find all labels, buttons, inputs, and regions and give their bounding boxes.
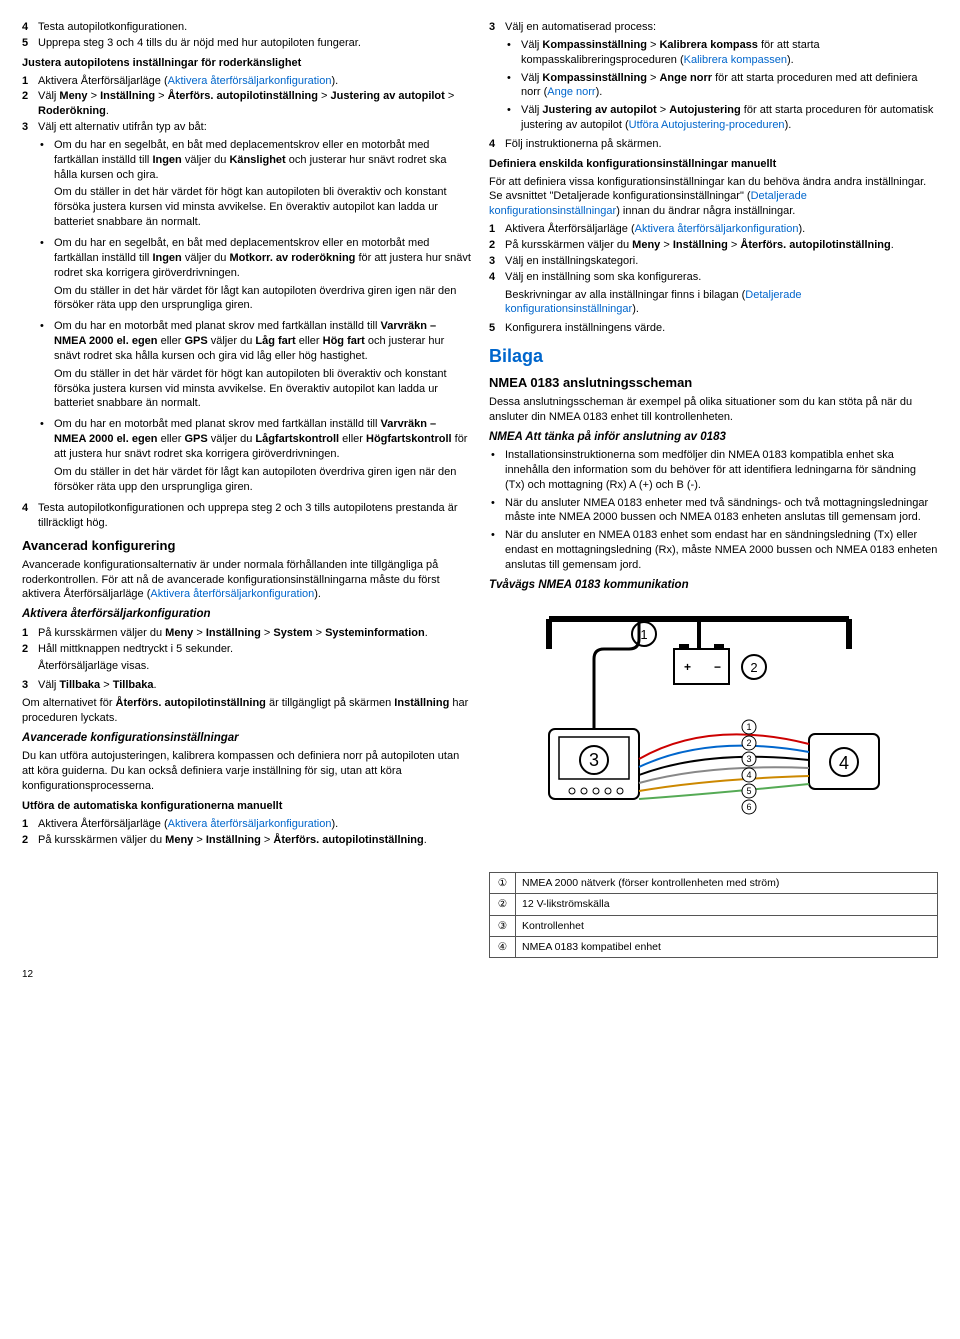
step: 1Aktivera Återförsäljarläge (Aktivera åt…: [22, 817, 471, 832]
svg-text:1: 1: [640, 627, 647, 642]
svg-text:1: 1: [746, 722, 751, 732]
step: 3 Välj en automatiserad process: Välj Ko…: [489, 20, 938, 136]
svg-text:3: 3: [589, 750, 599, 770]
step: 2På kursskärmen väljer du Meny > Inställ…: [22, 833, 471, 848]
bullet: Om du har en motorbåt med planat skrov m…: [38, 417, 471, 497]
step: 5Upprepa steg 3 och 4 tills du är nöjd m…: [22, 36, 471, 51]
bullet: Välj Kompassinställning > Kalibrera komp…: [505, 38, 938, 68]
svg-text:3: 3: [746, 754, 751, 764]
left-column: 4Testa autopilotkonfigurationen. 5Upprep…: [22, 18, 471, 958]
heading: Aktivera återförsäljarkonfiguration: [22, 607, 471, 623]
legend-num: ③: [490, 915, 516, 936]
link[interactable]: Aktivera återförsäljarkonfiguration: [168, 75, 332, 87]
step: 1Aktivera Återförsäljarläge (Aktivera åt…: [22, 74, 471, 89]
svg-text:6: 6: [746, 802, 751, 812]
paragraph: Om alternativet för Återförs. autopiloti…: [22, 696, 471, 726]
svg-text:4: 4: [839, 753, 849, 773]
bullet: När du ansluter NMEA 0183 enheter med tv…: [489, 496, 938, 526]
svg-text:2: 2: [746, 738, 751, 748]
step: 2På kursskärmen väljer du Meny > Inställ…: [489, 238, 938, 253]
link[interactable]: Ange norr: [547, 86, 595, 98]
paragraph: Avancerade konfigurationsalternativ är u…: [22, 558, 471, 603]
step: 3 Välj ett alternativ utifrån typ av båt…: [22, 120, 471, 500]
bullet: Välj Justering av autopilot > Autojuster…: [505, 103, 938, 133]
link[interactable]: Kalibrera kompassen: [684, 54, 787, 66]
heading: NMEA 0183 anslutningsscheman: [489, 374, 938, 392]
heading: Tvåvägs NMEA 0183 kommunikation: [489, 578, 938, 594]
step: 1På kursskärmen väljer du Meny > Inställ…: [22, 626, 471, 641]
step: 4Testa autopilotkonfigurationen.: [22, 20, 471, 35]
svg-text:4: 4: [746, 770, 751, 780]
link[interactable]: Aktivera återförsäljarkonfiguration: [168, 818, 332, 830]
heading: Utföra de automatiska konfigurationerna …: [22, 799, 471, 814]
legend-num: ②: [490, 894, 516, 915]
step: 2Välj Meny > Inställning > Återförs. aut…: [22, 89, 471, 119]
step: 2 Håll mittknappen nedtryckt i 5 sekunde…: [22, 642, 471, 678]
step: 3Välj Tillbaka > Tillbaka.: [22, 678, 471, 693]
wiring-diagram: + − 1 2 3 4: [489, 599, 938, 864]
legend-num: ①: [490, 873, 516, 894]
heading: Bilaga: [489, 344, 938, 368]
page-number: 12: [22, 968, 938, 982]
step: 4Följ instruktionerna på skärmen.: [489, 137, 938, 152]
paragraph: Du kan utföra autojusteringen, kalibrera…: [22, 749, 471, 794]
svg-text:2: 2: [750, 660, 757, 675]
right-column: 3 Välj en automatiserad process: Välj Ko…: [489, 18, 938, 958]
svg-text:5: 5: [746, 786, 751, 796]
step: 4 Välj en inställning som ska konfigurer…: [489, 270, 938, 321]
diagram-legend-table: ①NMEA 2000 nätverk (förser kontrollenhet…: [489, 872, 938, 958]
paragraph: Dessa anslutningsscheman är exempel på o…: [489, 395, 938, 425]
heading: Justera autopilotens inställningar för r…: [22, 56, 471, 71]
bullet: Om du har en segelbåt, en båt med deplac…: [38, 236, 471, 316]
heading: Avancerad konfigurering: [22, 537, 471, 555]
legend-text: 12 V-likströmskälla: [516, 894, 938, 915]
step: 5Konfigurera inställningens värde.: [489, 321, 938, 336]
link[interactable]: Aktivera återförsäljarkonfiguration: [635, 223, 799, 235]
legend-text: NMEA 2000 nätverk (förser kontrollenhete…: [516, 873, 938, 894]
bullet: Om du har en motorbåt med planat skrov m…: [38, 319, 471, 414]
heading: Definiera enskilda konfigurationsinställ…: [489, 157, 938, 172]
legend-text: Kontrollenhet: [516, 915, 938, 936]
svg-text:+: +: [684, 660, 691, 674]
bullet: Installationsinstruktionerna som medfölj…: [489, 448, 938, 493]
link[interactable]: Aktivera återförsäljarkonfiguration: [150, 588, 314, 600]
legend-num: ④: [490, 936, 516, 957]
svg-text:−: −: [714, 660, 721, 674]
bullet: Välj Kompassinställning > Ange norr för …: [505, 71, 938, 101]
legend-text: NMEA 0183 kompatibel enhet: [516, 936, 938, 957]
bullet: När du ansluter en NMEA 0183 enhet som e…: [489, 528, 938, 573]
step: 3Välj en inställningskategori.: [489, 254, 938, 269]
bullet: Om du har en segelbåt, en båt med deplac…: [38, 138, 471, 233]
step: 1Aktivera Återförsäljarläge (Aktivera åt…: [489, 222, 938, 237]
paragraph: För att definiera vissa konfigurationsin…: [489, 175, 938, 220]
heading: Avancerade konfigurationsinställningar: [22, 731, 471, 747]
step: 4Testa autopilotkonfigurationen och uppr…: [22, 501, 471, 531]
heading: NMEA Att tänka på inför anslutning av 01…: [489, 430, 938, 446]
link[interactable]: Utföra Autojustering-proceduren: [629, 119, 785, 131]
